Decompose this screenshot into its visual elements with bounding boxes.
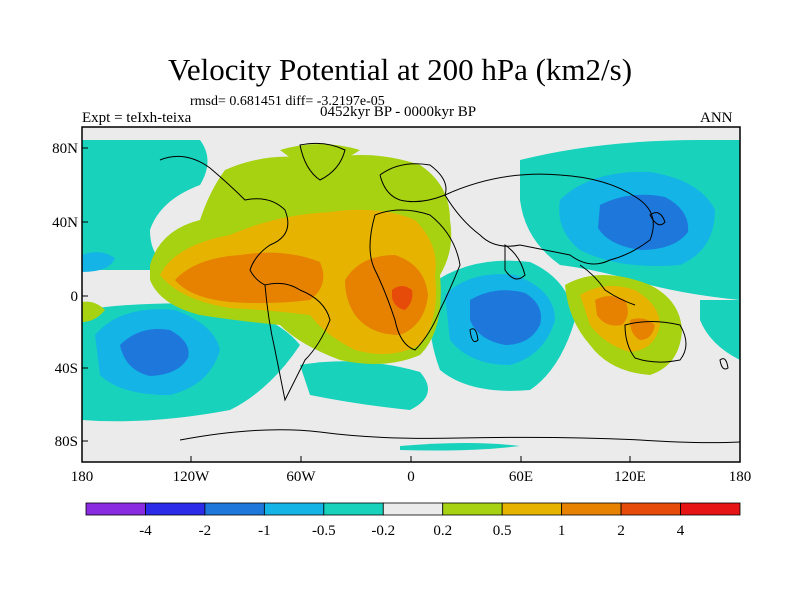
lime-region-east-pacific-edge [82, 301, 105, 322]
antarctica-coast [179, 429, 740, 444]
lime-region-north-atlantic [280, 144, 360, 165]
colorbar-label: -2 [199, 523, 212, 539]
colorbar-swatch [680, 502, 741, 516]
colorbar-swatch [263, 502, 325, 516]
colorbar: -4 -2 -1 -0.5 -0.2 0.2 0.5 1 2 4 [85, 502, 741, 539]
madagascar-coast [469, 328, 479, 343]
blue-core-pacific-south [120, 329, 189, 376]
orange-core-australia-north [630, 318, 655, 340]
colorbar-label: -0.5 [312, 523, 336, 539]
redorange-core-africa [392, 286, 413, 310]
colorbar-label: 0.5 [493, 523, 512, 539]
teal-region-west [82, 140, 208, 270]
coastlines [159, 142, 740, 444]
colorbar-swatch [442, 502, 503, 516]
lon-label-120w: 120W [173, 469, 211, 485]
japan-coast [649, 212, 666, 226]
lon-label-120e: 120E [614, 469, 646, 485]
colorbar-swatch [501, 502, 563, 516]
lat-label-80s: 80S [55, 434, 78, 450]
experiment-label: Expt = teIxh-teixa [82, 110, 192, 126]
lat-label-40n: 40N [52, 215, 78, 231]
colorbar-swatch [620, 502, 681, 516]
australia-coast [624, 321, 687, 363]
teal-region-far-west-pacific [700, 300, 740, 360]
colorbar-label: -1 [258, 523, 271, 539]
colorbar-swatch [323, 502, 384, 516]
teal-region-south-atlantic [300, 361, 428, 410]
lat-label-equator: 0 [71, 289, 79, 305]
north-america-coast [159, 155, 289, 286]
colorbar-label: 4 [677, 523, 685, 539]
lon-label-60w: 60W [286, 469, 316, 485]
lon-label-0: 0 [407, 469, 415, 485]
south-america-coast [264, 282, 331, 402]
cyan-region-west-edge [82, 252, 115, 272]
colorbar-swatch [382, 502, 444, 516]
orange-core-tropical-atlantic [175, 252, 324, 304]
colorbar-label: 2 [617, 523, 625, 539]
india-coast [504, 244, 526, 280]
lat-label-80n: 80N [52, 141, 78, 157]
new-zealand-coast [719, 358, 729, 370]
contour-field [82, 127, 740, 462]
africa-coast [369, 209, 461, 351]
blue-core-north-pacific [598, 194, 689, 250]
lat-label-40s: 40S [55, 361, 78, 377]
southeast-asia-coast [579, 264, 636, 306]
colorbar-label: 0.2 [433, 523, 452, 539]
rmsd-diff-stats: rmsd= 0.681451 diff= -3.2197e-05 [190, 94, 385, 109]
lon-label-60e: 60E [509, 469, 533, 485]
greenland-coast [299, 142, 346, 181]
season-label: ANN [700, 110, 733, 126]
colorbar-label: -4 [139, 523, 152, 539]
colorbar-label: -0.2 [371, 523, 395, 539]
lon-label-180w: 180 [71, 469, 94, 485]
period-label: 0452kyr BP - 0000kyr BP [320, 104, 477, 120]
axis-ticks [82, 147, 631, 462]
asia-coast [444, 173, 654, 265]
orange-core-maritime [595, 296, 628, 326]
map-title: Velocity Potential at 200 hPa (km2/s) [167, 52, 633, 87]
colorbar-swatch [145, 502, 206, 516]
lon-label-180e: 180 [729, 469, 752, 485]
colorbar-swatch [204, 502, 265, 516]
teal-region-antarctic [400, 443, 520, 451]
blue-core-indian [470, 290, 541, 345]
colorbar-swatch [85, 502, 146, 516]
colorbar-label: 1 [558, 523, 566, 539]
colorbar-swatch [561, 502, 622, 516]
